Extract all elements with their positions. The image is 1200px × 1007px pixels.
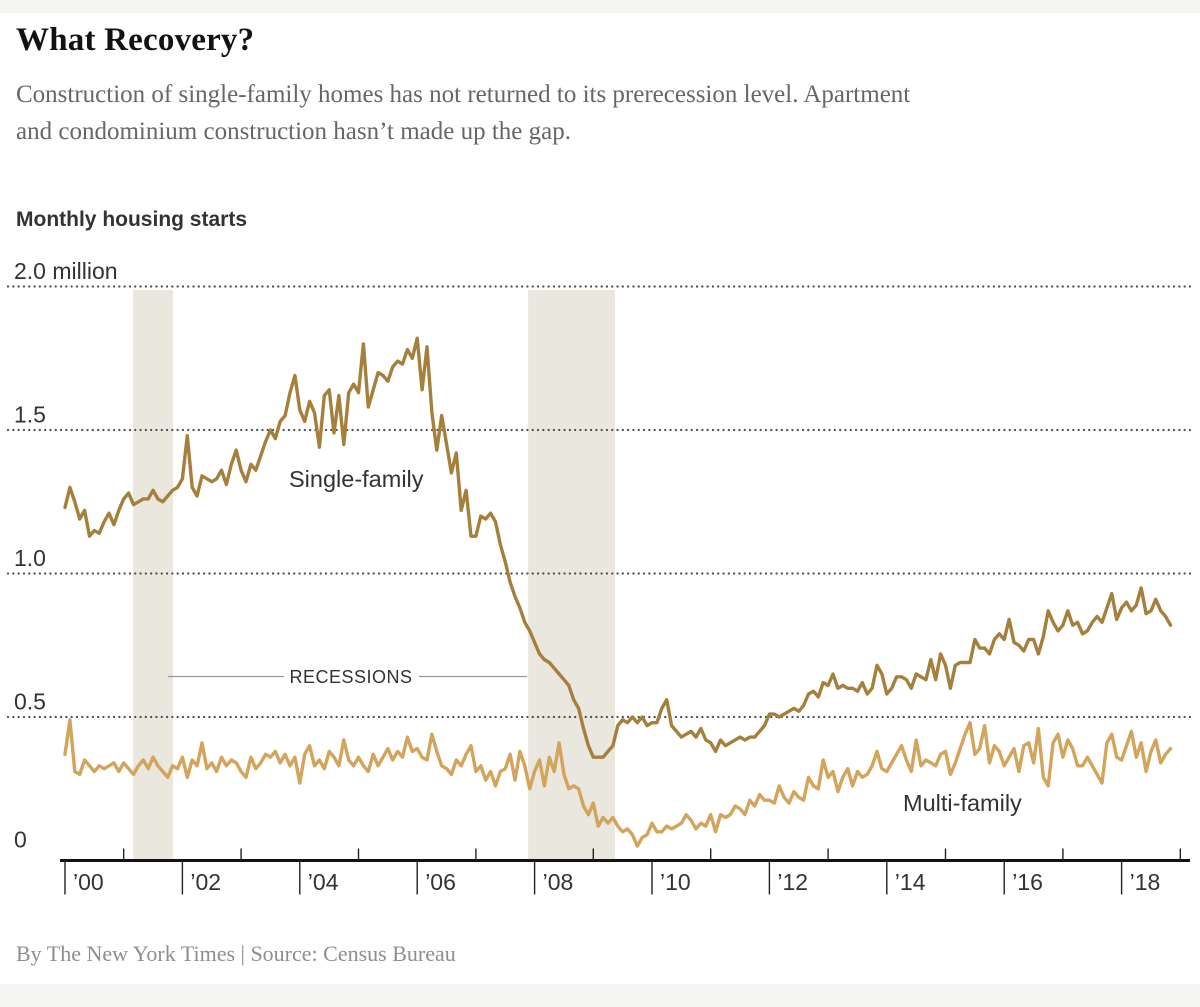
chart-subtitle: Construction of single-family homes has …: [16, 76, 1196, 150]
multi-family-series-label: Multi-family: [903, 790, 1022, 816]
chart-subtitle-line-2: and condominium construction hasn’t made…: [16, 118, 571, 145]
housing-starts-chart: 2.0 million 1.5 1.0 0.5 0 ’00 ’02 ’04 ’06 ’08 ’10 ’…: [0, 240, 1200, 910]
page-bottom-strip: [0, 984, 1200, 1007]
multi-family-line: [63, 718, 1173, 848]
x-axis-label: ’18: [1130, 869, 1161, 895]
x-axis-label: ’02: [190, 869, 221, 895]
chart-subtitle-line-1: Construction of single-family homes has …: [16, 81, 911, 108]
recession-band: [528, 290, 616, 861]
recessions-annotation: RECESSIONS: [289, 667, 412, 687]
x-axis-label: ’14: [895, 869, 926, 895]
single-family-series-label: Single-family: [289, 466, 424, 492]
y-axis-label: 0.5: [14, 689, 46, 715]
chart-kicker: Monthly housing starts: [16, 208, 247, 231]
byline-source: By The New York Times | Source: Census B…: [16, 941, 456, 966]
chart-canvas: 2.0 million 1.5 1.0 0.5 0 ’00 ’02 ’04 ’06 ’08 ’10 ’…: [6, 258, 1192, 895]
page-top-strip: [0, 0, 1200, 13]
x-axis-label: ’00: [73, 869, 104, 895]
x-axis-label: ’04: [308, 869, 339, 895]
page-title: What Recovery?: [16, 22, 255, 58]
x-axis-label: ’12: [777, 869, 808, 895]
y-axis-label: 1.0: [14, 545, 46, 571]
y-axis-label: 1.5: [14, 402, 46, 428]
y-axis-label: 2.0 million: [14, 258, 118, 284]
y-axis-label: 0: [14, 827, 27, 853]
x-axis-label: ’08: [543, 869, 574, 895]
x-axis-label: ’10: [660, 869, 691, 895]
x-axis-label: ’06: [425, 869, 456, 895]
x-axis-label: ’16: [1012, 869, 1043, 895]
single-family-line: [63, 336, 1173, 759]
